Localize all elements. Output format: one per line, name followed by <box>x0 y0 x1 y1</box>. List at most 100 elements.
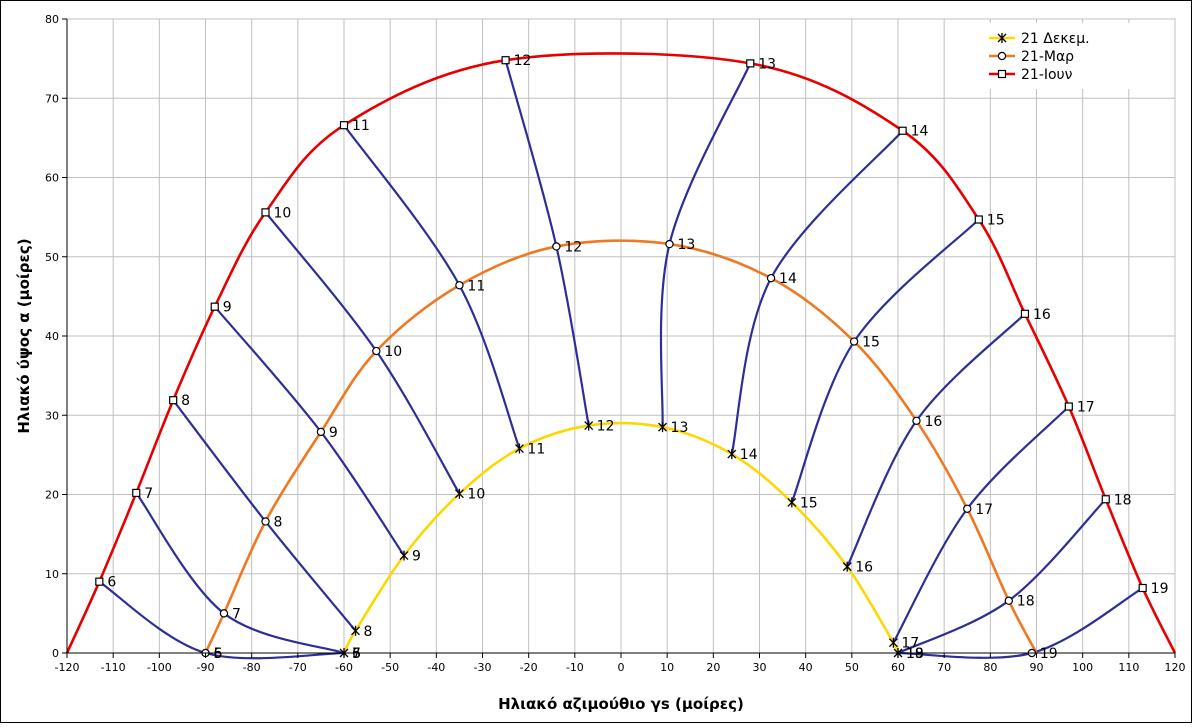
data-label: 17 <box>1077 400 1095 416</box>
y-tick-label: 30 <box>45 409 59 422</box>
data-label: 12 <box>564 239 582 255</box>
x-tick-label: 90 <box>1030 661 1044 674</box>
data-label: 18 <box>906 646 924 662</box>
data-label: 16 <box>924 414 942 430</box>
data-point <box>1138 583 1147 593</box>
data-label: 14 <box>911 124 929 140</box>
series-line-2 <box>65 52 1177 654</box>
data-label: 10 <box>467 487 485 503</box>
x-tick-label: 0 <box>618 661 625 674</box>
data-label: 6 <box>107 575 116 591</box>
legend-marker <box>997 51 1007 61</box>
data-point <box>974 215 983 224</box>
data-label: 13 <box>671 420 689 436</box>
data-label: 17 <box>901 636 919 652</box>
axes: -120 -110 -100 -90 -80 -70 -60 -50 -40 -30 -20 -10 0… <box>45 13 1186 674</box>
data-point <box>351 625 361 636</box>
data-point <box>372 346 381 356</box>
data-point <box>963 504 972 513</box>
x-tick-label: -120 <box>55 661 80 674</box>
data-point <box>898 126 907 135</box>
x-tick-label: 30 <box>753 661 767 674</box>
legend-label: 21-Ιουν <box>1021 67 1073 83</box>
x-tick-label: -30 <box>474 661 492 674</box>
data-label: 14 <box>779 271 797 287</box>
data-label: 7 <box>144 486 153 502</box>
series-markers <box>95 56 1147 658</box>
x-tick-label: -70 <box>289 661 307 674</box>
data-point <box>132 488 141 498</box>
data-label: 9 <box>329 425 338 441</box>
legend: 21 Δεκεμ. 21-Μαρ 21-Ιουν <box>981 23 1171 89</box>
data-point <box>766 273 776 283</box>
x-tick-label: 110 <box>1118 661 1139 674</box>
data-label: 11 <box>352 118 370 134</box>
y-tick-label: 10 <box>45 568 59 581</box>
data-label: 8 <box>364 624 373 640</box>
data-point <box>552 242 561 251</box>
grid-lines <box>66 18 1176 654</box>
data-point <box>787 497 797 508</box>
data-label: 7 <box>352 646 361 662</box>
data-point <box>339 121 349 130</box>
x-tick-label: 60 <box>891 661 905 674</box>
data-point <box>746 59 755 68</box>
data-label: 17 <box>975 502 993 518</box>
data-label: 16 <box>855 560 873 576</box>
data-label: 13 <box>758 56 776 72</box>
data-label: 8 <box>181 393 190 409</box>
data-point <box>658 422 668 433</box>
data-label: 18 <box>1114 492 1132 508</box>
y-tick-label: 0 <box>52 647 59 660</box>
x-tick-label: 50 <box>845 661 859 674</box>
data-label: 12 <box>597 419 615 435</box>
x-tick-label: -110 <box>101 661 126 674</box>
x-tick-label: 20 <box>706 661 720 674</box>
x-tick-label: -60 <box>335 661 353 674</box>
data-point <box>514 443 524 454</box>
data-label: 9 <box>223 300 232 316</box>
series-line-0 <box>342 421 900 655</box>
y-tick-label: 70 <box>45 92 59 105</box>
data-point <box>842 561 852 572</box>
y-tick-label: 20 <box>45 489 59 502</box>
data-label: 10 <box>274 205 292 221</box>
data-label: 18 <box>1017 594 1035 610</box>
y-tick-label: 60 <box>45 172 59 185</box>
x-tick-label: -80 <box>243 661 261 674</box>
data-label: 19 <box>1151 581 1169 597</box>
data-label: 19 <box>1040 646 1058 662</box>
y-tick-label: 80 <box>45 13 59 26</box>
data-point <box>1020 309 1030 318</box>
data-point <box>501 56 510 65</box>
data-label: 15 <box>800 495 818 511</box>
x-tick-label: -100 <box>147 661 172 674</box>
data-point <box>95 577 104 586</box>
data-label: 8 <box>274 514 283 530</box>
y-tick-label: 40 <box>45 330 59 343</box>
data-label: 19 <box>906 646 924 662</box>
y-tick-label: 50 <box>45 251 59 264</box>
x-tick-label: 10 <box>660 661 674 674</box>
data-point <box>888 637 898 648</box>
data-label: 15 <box>862 335 880 351</box>
x-tick-label: -20 <box>520 661 538 674</box>
data-label: 11 <box>467 278 485 294</box>
data-label: 9 <box>412 549 421 565</box>
data-point <box>1004 596 1014 605</box>
x-tick-label: 40 <box>799 661 813 674</box>
y-axis-title: Ηλιακό ύψος α (μοίρες) <box>15 238 33 433</box>
data-point <box>399 550 409 561</box>
data-point <box>219 609 229 618</box>
data-point <box>912 416 921 425</box>
data-label: 6 <box>352 646 361 662</box>
data-point <box>1101 495 1110 504</box>
legend-label: 21-Μαρ <box>1021 49 1074 65</box>
data-label: 7 <box>232 606 241 622</box>
legend-marker <box>997 33 1007 43</box>
data-point <box>727 449 737 460</box>
x-tick-label: -10 <box>566 661 584 674</box>
